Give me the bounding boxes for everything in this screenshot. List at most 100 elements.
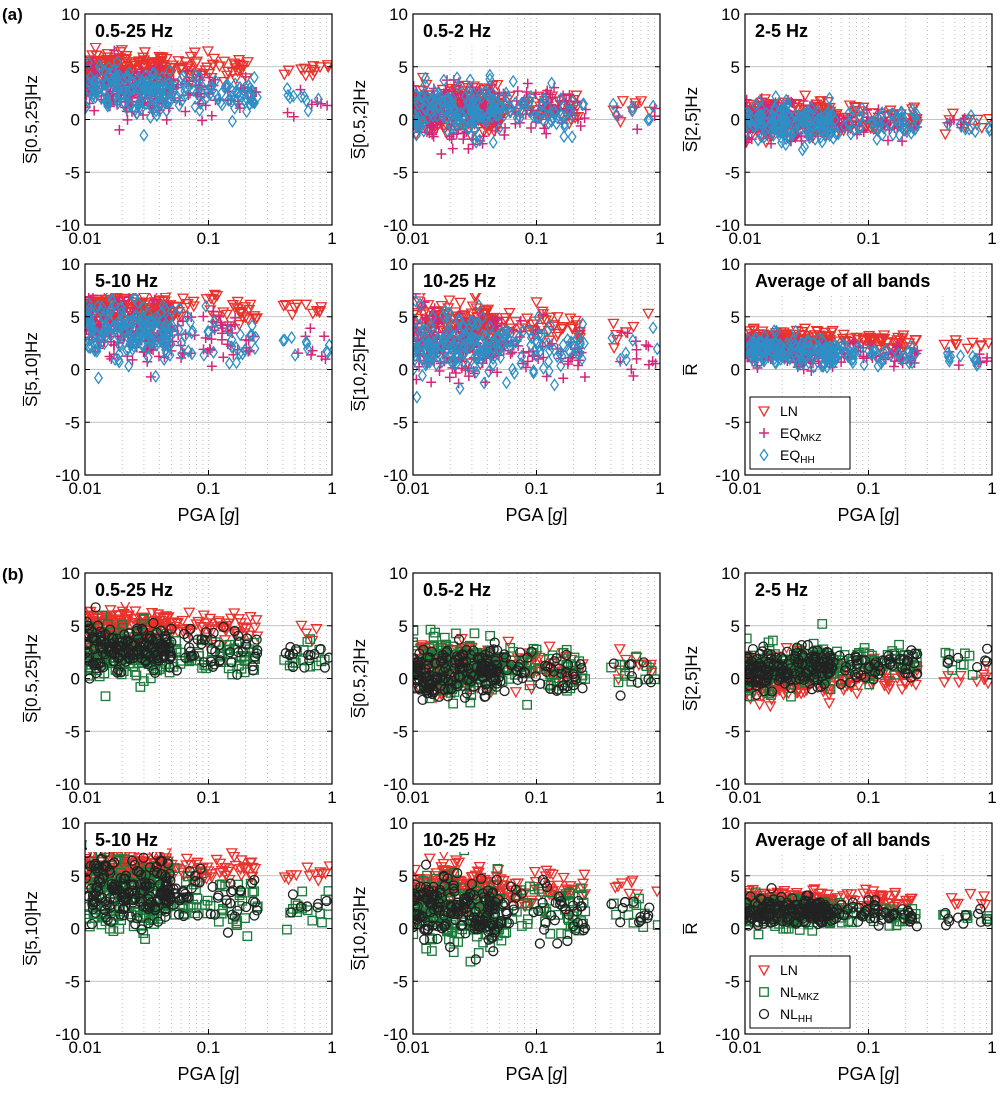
scatter-point — [305, 323, 315, 333]
x-tick-label: 0.1 — [197, 229, 221, 248]
scatter-point — [436, 149, 446, 159]
scatter-point — [948, 109, 958, 118]
scatter-point — [136, 683, 145, 692]
x-tick-label: 0.1 — [857, 229, 881, 248]
scatter-point — [456, 383, 464, 394]
x-tick-label: 1 — [655, 229, 664, 248]
x-tick-label: 1 — [327, 479, 336, 498]
scatter-point — [413, 392, 421, 403]
y-tick-label: 5 — [399, 308, 408, 327]
y-tick-label: -5 — [725, 413, 740, 432]
scatter-points — [80, 43, 333, 140]
scatter-point — [608, 319, 618, 328]
scatter-point — [114, 125, 124, 135]
scatter-point — [101, 692, 110, 701]
scatter-point — [319, 331, 329, 341]
scatter-point — [573, 360, 583, 370]
scatter-point — [304, 105, 312, 116]
y-axis-label: S̅[2,5]Hz — [682, 87, 701, 152]
scatter-point — [237, 329, 245, 340]
scatter-point — [140, 130, 148, 141]
scatter-point — [889, 361, 899, 371]
scatter-point — [551, 379, 559, 390]
y-tick-label: 0 — [71, 361, 80, 380]
scatter-points — [740, 91, 994, 155]
y-tick-label: -5 — [65, 163, 80, 182]
scatter-point — [480, 377, 488, 388]
scatter-point — [531, 298, 541, 307]
x-tick-label: 1 — [327, 229, 336, 248]
y-tick-label: 0 — [731, 111, 740, 130]
scatter-point — [448, 144, 458, 154]
scatter-point — [435, 366, 445, 376]
scatter-point — [445, 372, 455, 382]
y-tick-label: -5 — [393, 413, 408, 432]
scatter-point — [489, 137, 497, 148]
x-tick-label: 0.1 — [857, 479, 881, 498]
scatter-point — [641, 340, 651, 350]
scatter-point — [301, 300, 311, 309]
x-tick-label: 1 — [987, 229, 996, 248]
scatter-point — [120, 601, 130, 610]
x-tick-label: 0.01 — [728, 229, 761, 248]
x-tick-label: 0.01 — [68, 479, 101, 498]
scatter-point — [568, 131, 576, 142]
y-tick-label: 0 — [399, 111, 408, 130]
y-tick-label: 10 — [61, 5, 80, 24]
x-tick-label: 0.1 — [197, 479, 221, 498]
panel-title: 0.5-2 Hz — [423, 21, 491, 41]
scatter-point — [426, 377, 436, 387]
y-axis-label: S̅[0.5,25]Hz — [22, 75, 41, 164]
y-tick-label: 5 — [399, 58, 408, 77]
x-tick-label: 0.01 — [396, 229, 429, 248]
scatter-point — [322, 100, 332, 110]
scatter-point — [123, 115, 133, 125]
scatter-point — [558, 373, 568, 383]
panel-title: 2-5 Hz — [755, 21, 808, 41]
y-tick-label: 5 — [731, 58, 740, 77]
scatter-point — [125, 361, 133, 372]
x-tick-label: 0.01 — [728, 479, 761, 498]
scatter-point — [643, 341, 653, 351]
y-axis-label: R̅ — [682, 363, 701, 375]
y-tick-label: 10 — [721, 5, 740, 24]
scatter-point — [940, 130, 950, 139]
scatter-points — [408, 70, 660, 159]
scatter-point — [180, 107, 190, 117]
x-axis-label: PGA [g] — [505, 505, 567, 525]
y-tick-label: 0 — [399, 361, 408, 380]
x-axis-label: PGA [g] — [177, 505, 239, 525]
scatter-point — [560, 131, 568, 142]
scatter-point — [410, 363, 418, 374]
scatter-point — [463, 144, 473, 154]
y-tick-label: 5 — [71, 308, 80, 327]
scatter-point — [288, 332, 296, 343]
scatter-point — [486, 70, 494, 81]
scatter-point — [226, 358, 234, 369]
scatter-point — [649, 322, 657, 333]
panel-title: 0.5-25 Hz — [95, 21, 173, 41]
y-tick-label: 5 — [71, 58, 80, 77]
y-tick-label: 10 — [61, 255, 80, 274]
panel-title: 5-10 Hz — [95, 271, 158, 291]
y-tick-label: 10 — [721, 255, 740, 274]
scatter-point — [523, 79, 533, 89]
scatter-point — [628, 371, 638, 381]
scatter-point — [632, 124, 642, 134]
x-tick-label: 0.01 — [68, 229, 101, 248]
scatter-point — [229, 116, 237, 127]
x-tick-label: 0.01 — [396, 479, 429, 498]
y-tick-label: 10 — [389, 5, 408, 24]
y-axis-label: S̅[5,10]Hz — [22, 332, 41, 407]
scatter-point — [95, 372, 103, 383]
scatter-point — [503, 377, 511, 388]
scatter-point — [251, 343, 259, 354]
scatter-points — [81, 601, 334, 700]
